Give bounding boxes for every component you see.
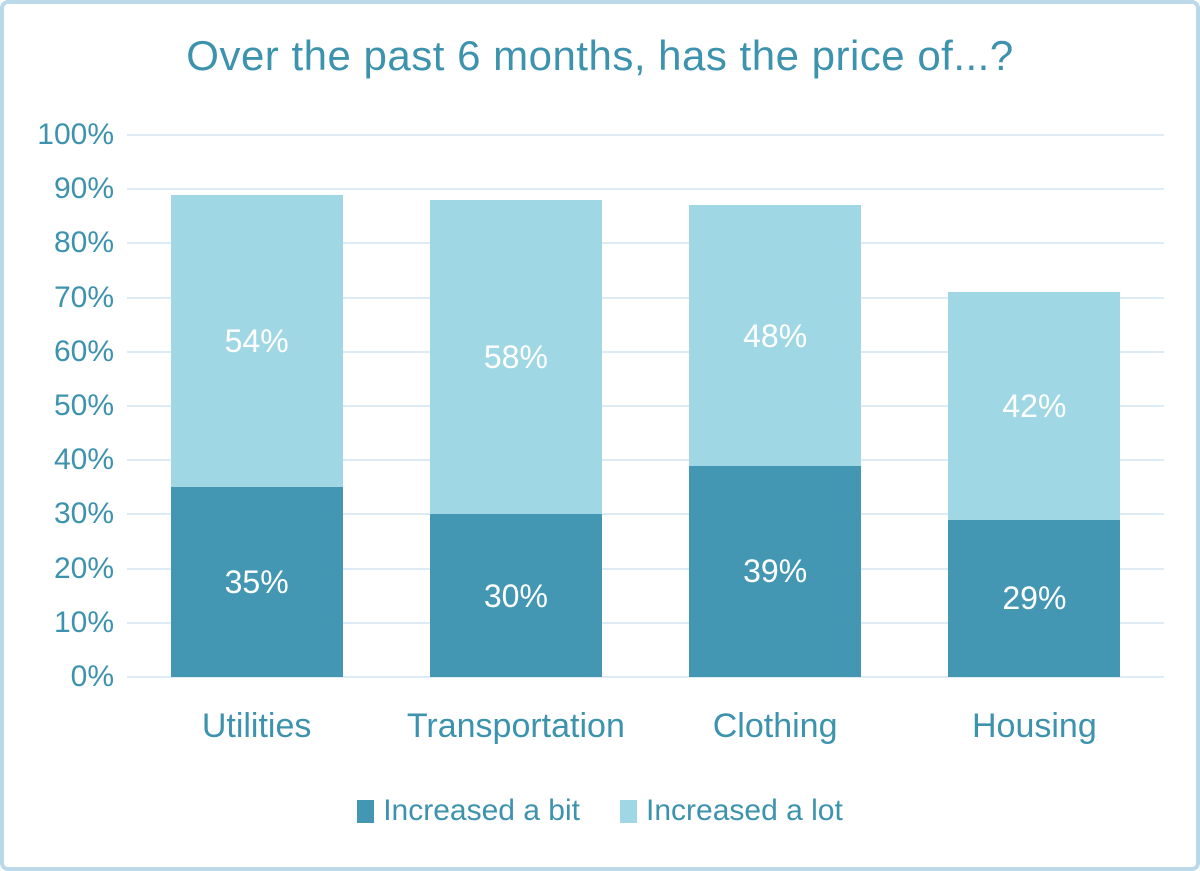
bar-segment-increased-a-lot-housing: 42% bbox=[948, 292, 1121, 520]
y-tick-label: 40% bbox=[53, 443, 114, 477]
y-tick-label: 0% bbox=[70, 660, 114, 693]
y-gridline bbox=[127, 134, 1164, 136]
bar-value-label: 48% bbox=[743, 317, 808, 354]
y-tick-label: 90% bbox=[53, 172, 114, 206]
bar-value-label: 42% bbox=[1002, 388, 1067, 425]
y-axis: 0% 10% 20% 30% 40% 50% 60% 70% 80% 90% 100% bbox=[4, 118, 114, 693]
bar-group-clothing: 39% 48% bbox=[689, 135, 862, 677]
legend-marker-icon bbox=[620, 799, 637, 823]
bar-value-label: 35% bbox=[224, 564, 289, 601]
category-label-transportation: Transportation bbox=[406, 707, 625, 745]
chart-title: Over the past 6 months, has the price of… bbox=[186, 32, 1014, 79]
y-tick-label: 10% bbox=[53, 605, 114, 639]
bar-segment-increased-a-lot-transportation: 58% bbox=[429, 200, 602, 515]
y-tick-label: 30% bbox=[53, 497, 114, 531]
legend: Increased a bit Increased a lot bbox=[4, 794, 1196, 828]
y-gridline bbox=[127, 676, 1164, 678]
y-gridline bbox=[127, 405, 1164, 407]
bar-segment-increased-a-lot-clothing: 48% bbox=[689, 205, 862, 466]
bar-segment-increased-a-bit-housing: 29% bbox=[948, 519, 1121, 677]
y-gridline bbox=[127, 350, 1164, 353]
legend-item-increased-a-bit: Increased a bit bbox=[357, 794, 580, 828]
y-tick-label: 60% bbox=[53, 334, 114, 368]
legend-item-increased-a-lot: Increased a lot bbox=[620, 794, 843, 828]
y-tick-label: 50% bbox=[53, 389, 114, 422]
bar-value-label: 54% bbox=[224, 322, 289, 359]
bar-group-housing: 29% 42% bbox=[948, 135, 1121, 677]
bar-segment-increased-a-bit-clothing: 39% bbox=[689, 465, 862, 677]
bar-value-label: 29% bbox=[1002, 580, 1067, 617]
x-axis: Utilities Transportation Clothing Housing bbox=[127, 707, 1164, 746]
y-gridline bbox=[127, 296, 1164, 299]
bar-value-label: 58% bbox=[483, 339, 548, 376]
y-gridline bbox=[127, 513, 1164, 516]
category-label-clothing: Clothing bbox=[712, 707, 838, 745]
category-label-housing: Housing bbox=[972, 707, 1097, 745]
legend-label: Increased a bit bbox=[383, 794, 580, 827]
bar-group-utilities: 35% 54% bbox=[170, 135, 343, 677]
bar-group-transportation: 30% 58% bbox=[429, 135, 602, 677]
bar-segment-increased-a-bit-utilities: 35% bbox=[170, 487, 343, 677]
y-gridline bbox=[127, 459, 1164, 462]
category-label-utilities: Utilities bbox=[201, 707, 312, 745]
y-gridline bbox=[127, 188, 1164, 191]
y-gridline bbox=[127, 621, 1164, 624]
bar-segment-increased-a-bit-transportation: 30% bbox=[429, 514, 602, 677]
bar-value-label: 30% bbox=[483, 577, 548, 614]
y-tick-label: 70% bbox=[53, 280, 114, 314]
legend-label: Increased a lot bbox=[646, 794, 843, 827]
legend-marker-icon bbox=[357, 799, 375, 823]
y-tick-label: 80% bbox=[53, 226, 114, 260]
y-gridline bbox=[127, 567, 1164, 570]
y-tick-label: 100% bbox=[37, 118, 114, 151]
bar-value-label: 39% bbox=[743, 553, 808, 590]
y-tick-label: 20% bbox=[53, 551, 114, 585]
bar-segment-increased-a-lot-utilities: 54% bbox=[170, 194, 343, 488]
plot-area: 35% 54% 30% 58% 39% 48% 29% 42% bbox=[127, 134, 1164, 678]
y-gridline bbox=[127, 242, 1164, 245]
